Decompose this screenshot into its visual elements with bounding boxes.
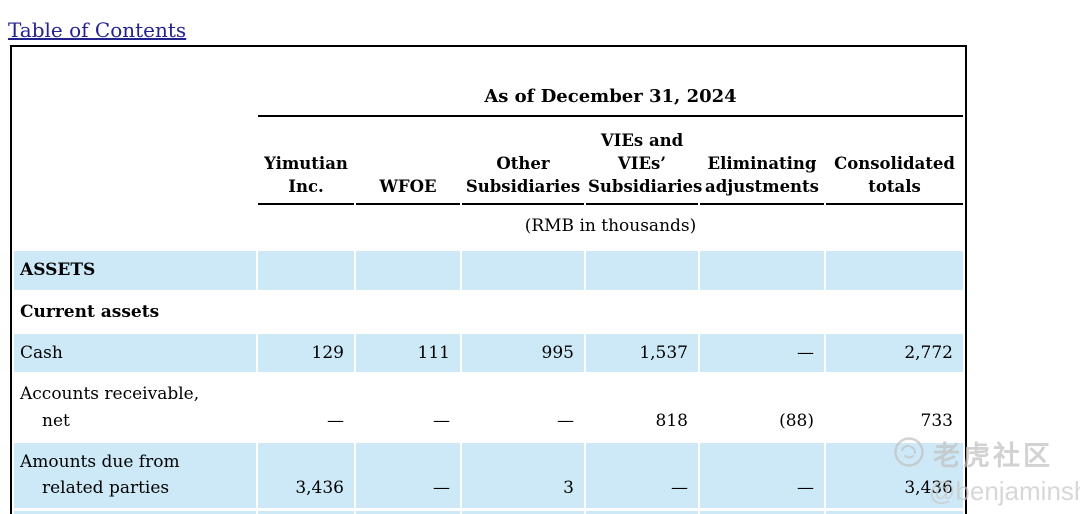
cell-value xyxy=(826,251,963,290)
row-label: Current assets xyxy=(20,301,160,322)
cell-value: 3,436 xyxy=(826,443,963,508)
cell-value: 995 xyxy=(462,333,584,373)
column-header-row: Yimutian Inc. WFOE Other Subsidiaries VI… xyxy=(14,120,963,206)
row-label: ASSETS xyxy=(14,251,256,290)
row-label: Cash xyxy=(14,333,256,373)
cell-value xyxy=(356,251,460,290)
row-label: Amounts due from related parties xyxy=(14,443,256,508)
cell-value: — xyxy=(433,410,450,431)
column-header-vies: VIEs and VIEs’ Subsidiaries xyxy=(586,120,702,206)
cell-value: — xyxy=(700,443,824,508)
cell-value: — xyxy=(557,410,574,431)
period-header: As of December 31, 2024 xyxy=(258,50,963,117)
table-row-current-assets: Current assets xyxy=(14,293,963,331)
period-header-row: As of December 31, 2024 xyxy=(14,50,963,117)
spacer-cell xyxy=(14,120,256,205)
table-row-partial xyxy=(14,510,963,514)
cell-value xyxy=(356,293,460,331)
cell-value: 1,537 xyxy=(586,333,698,373)
unit-note-row: (RMB in thousands) xyxy=(14,208,963,248)
table-row-assets: ASSETS xyxy=(14,251,963,290)
column-header-other-subsidiaries: Other Subsidiaries xyxy=(462,120,584,206)
spacer-cell xyxy=(14,208,256,248)
table-row-amounts-due: Amounts due from related parties 3,436 —… xyxy=(14,443,963,508)
cell-value: — xyxy=(586,443,698,508)
column-header-wfoe: WFOE xyxy=(356,120,460,206)
cell-value: — xyxy=(356,443,460,508)
cell-value: 3,436 xyxy=(258,443,354,508)
cell-value: 3 xyxy=(462,443,584,508)
table-row-cash: Cash 129 111 995 1,537 — 2,772 xyxy=(14,333,963,373)
cell-value xyxy=(700,293,824,331)
cell-value: 733 xyxy=(920,410,953,431)
cell-value xyxy=(462,251,584,290)
cell-value xyxy=(586,293,698,331)
cell-value: — xyxy=(327,410,344,431)
cell-value: (88) xyxy=(779,410,814,431)
table-of-contents-link[interactable]: Table of Contents xyxy=(8,18,187,42)
cell-value xyxy=(258,251,354,290)
column-header-consolidated: Consolidated totals xyxy=(826,120,963,206)
column-header-eliminating: Eliminating adjustments xyxy=(700,120,824,206)
cell-value: 818 xyxy=(655,410,688,431)
cell-value: 129 xyxy=(258,333,354,373)
row-label: Accounts receivable, net xyxy=(20,384,200,431)
cell-value: 2,772 xyxy=(826,333,963,373)
cell-value xyxy=(258,293,354,331)
column-header-yimutian: Yimutian Inc. xyxy=(258,120,354,206)
cell-value: 111 xyxy=(356,333,460,373)
cell-value xyxy=(826,293,963,331)
cell-value: — xyxy=(700,333,824,373)
spacer-cell xyxy=(14,50,256,117)
financial-statement-box: As of December 31, 2024 Yimutian Inc. WF… xyxy=(10,45,967,514)
table-row-accounts-receivable: Accounts receivable, net — — — 818 (88) … xyxy=(14,375,963,440)
cell-value xyxy=(586,251,698,290)
cell-value xyxy=(462,293,584,331)
consolidating-balance-sheet-table: As of December 31, 2024 Yimutian Inc. WF… xyxy=(12,47,965,514)
cell-value xyxy=(700,251,824,290)
unit-note: (RMB in thousands) xyxy=(524,216,697,237)
